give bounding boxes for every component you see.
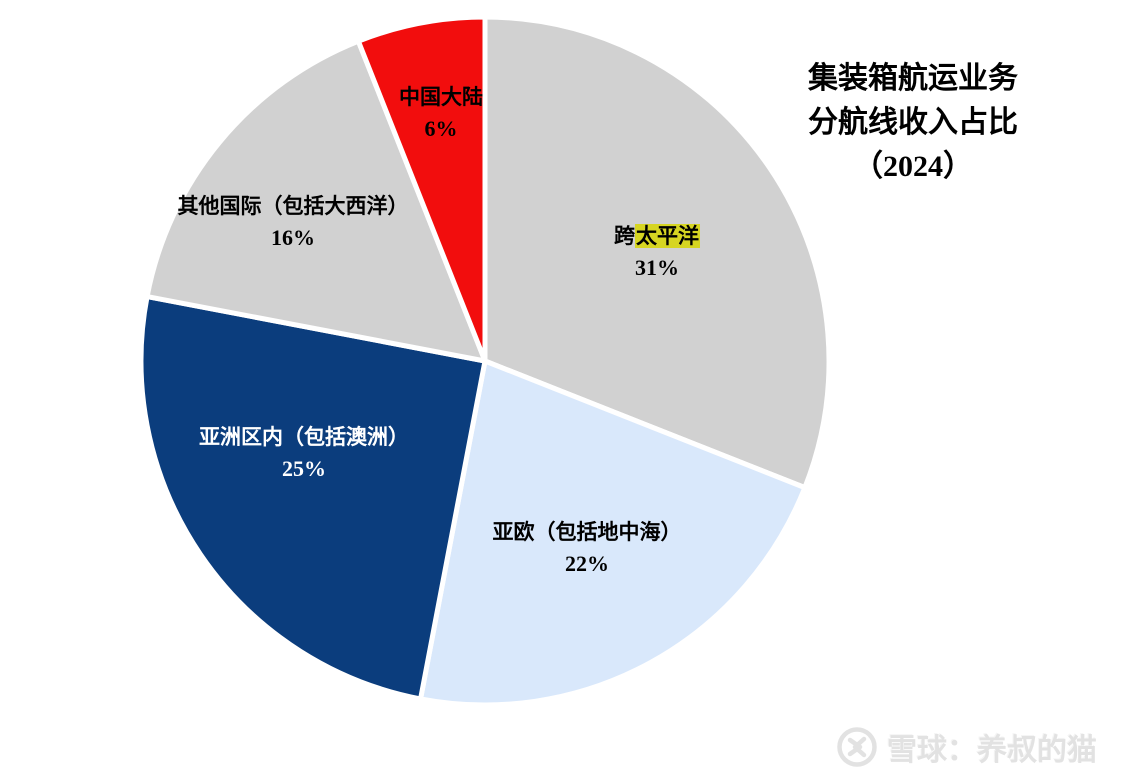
chart-title-line-2: 分航线收入占比 (808, 106, 1018, 139)
slice-name: 其他国际（包括大西洋） (177, 194, 409, 218)
slice-label-intra-asia: 亚洲区内（包括澳洲） 25% (199, 422, 409, 484)
watermark-text: 雪球：养叔的猫 (887, 734, 1097, 767)
pie-slice-intra-asia (138, 294, 488, 702)
slice-name: 中国大陆 (399, 85, 483, 109)
highlighted-text: 太平洋 (635, 224, 700, 248)
pie-slice-china-mainland (355, 14, 488, 364)
slice-label-trans-pacific: 跨太平洋 31% (614, 221, 700, 283)
chart-title: 集装箱航运业务 分航线收入占比 （2024） (808, 57, 1018, 189)
slice-name: 跨太平洋 (614, 224, 700, 248)
slice-percent: 22% (565, 551, 609, 576)
watermark: 雪球：养叔的猫 (836, 725, 1097, 769)
pie-slice-trans-pacific (482, 14, 832, 491)
slice-label-china-mainland: 中国大陆 6% (399, 82, 483, 144)
slice-percent: 16% (271, 225, 315, 250)
slice-percent: 6% (424, 116, 458, 141)
slice-name: 亚洲区内（包括澳洲） (199, 425, 409, 449)
chart-title-line-3: （2024） (853, 150, 973, 183)
slice-percent: 31% (635, 255, 679, 280)
slice-name: 亚欧（包括地中海） (492, 520, 682, 544)
slice-percent: 25% (282, 456, 326, 481)
chart-title-line-1: 集装箱航运业务 (808, 62, 1018, 95)
slice-label-asia-europe: 亚欧（包括地中海） 22% (493, 517, 682, 579)
xueqiu-logo-icon (837, 727, 877, 767)
slice-label-other-international: 其他国际（包括大西洋） 16% (178, 191, 409, 253)
pie-slice-other-international (144, 38, 488, 364)
pie-slice-asia-europe (418, 358, 808, 708)
